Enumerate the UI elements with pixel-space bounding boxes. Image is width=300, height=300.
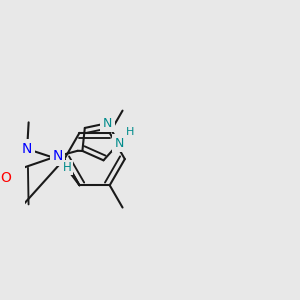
Text: O: O (0, 171, 11, 185)
Text: H: H (63, 161, 71, 174)
Text: N: N (22, 142, 32, 156)
Text: N: N (52, 149, 63, 163)
Text: N: N (114, 137, 124, 150)
Text: H: H (126, 127, 135, 137)
Text: N: N (103, 117, 112, 130)
